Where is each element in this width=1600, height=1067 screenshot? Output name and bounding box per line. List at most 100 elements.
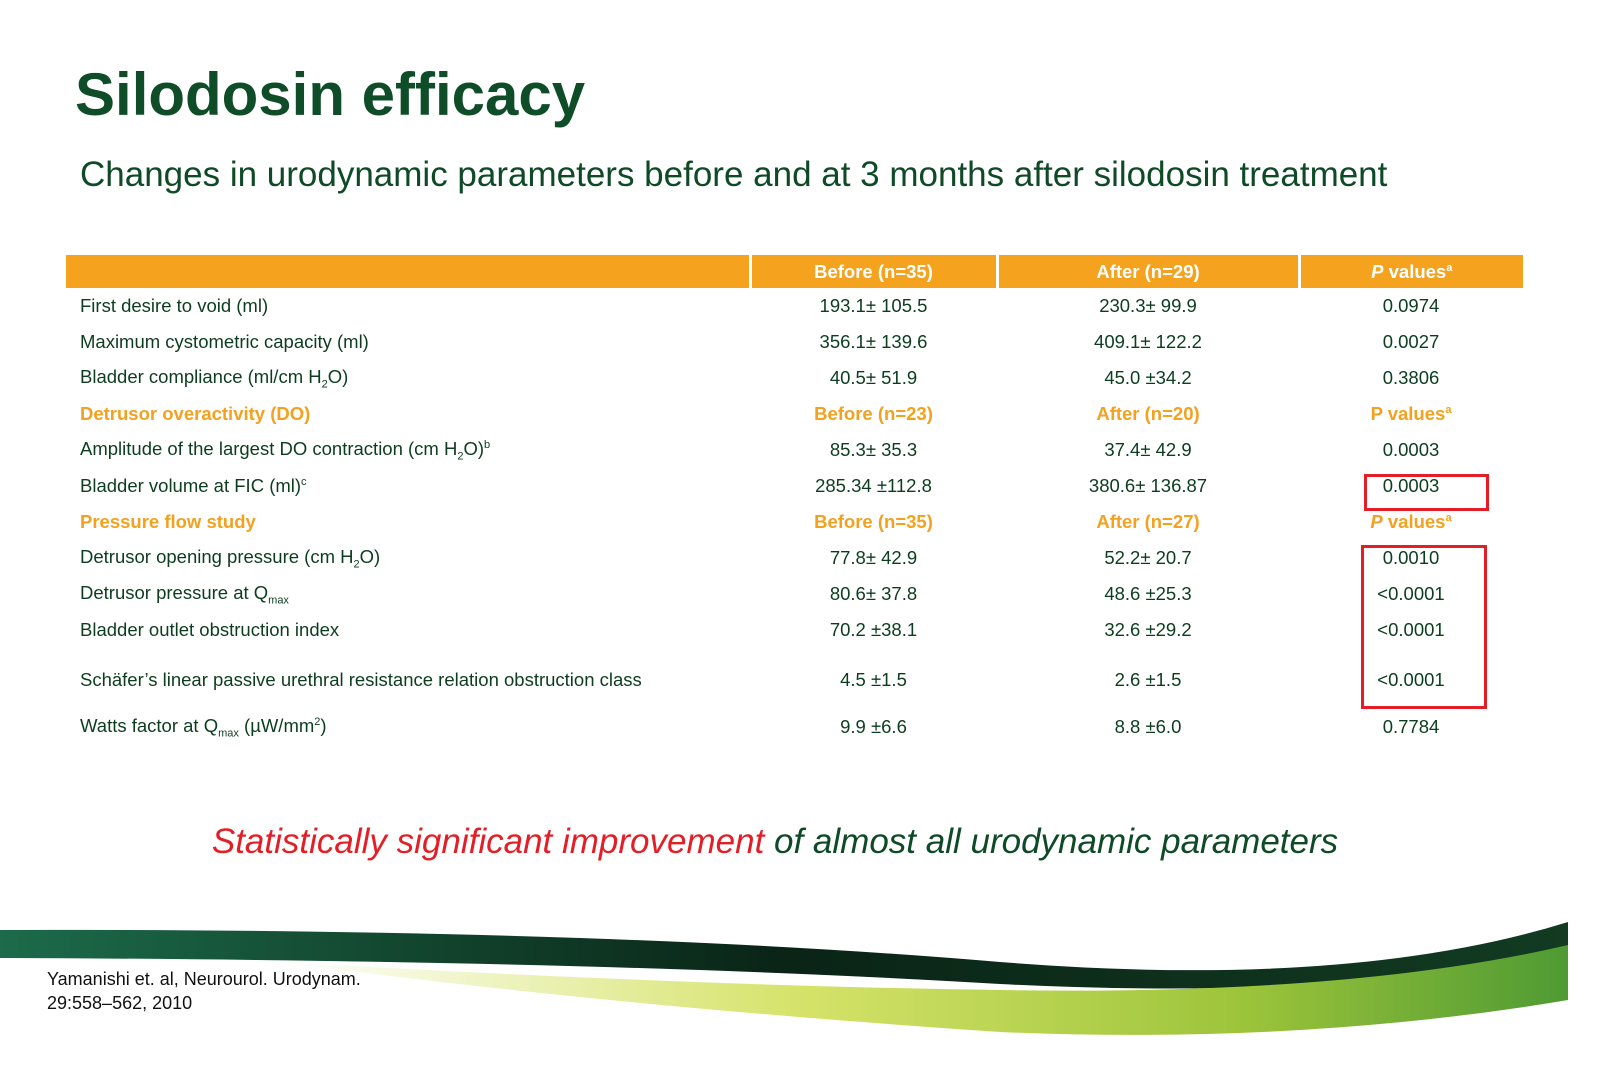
table-cell: 0.3806: [1382, 367, 1440, 388]
table-cell: 48.6 ±25.3: [1104, 583, 1192, 604]
text-part: values: [1383, 260, 1447, 282]
subscript: max: [218, 727, 239, 740]
table-cell: 0.7784: [1382, 716, 1440, 737]
text-part: Amplitude of the largest DO contraction …: [80, 437, 458, 459]
header-cell: After (n=29): [995, 255, 1299, 288]
table-row: First desire to void (ml) 193.1± 105.5 230…: [66, 288, 1523, 324]
text-part: Bladder compliance (ml/cm H: [80, 365, 322, 387]
subtitle: Changes in urodynamic parameters before …: [80, 155, 1388, 194]
text-part: (µW/mm: [238, 714, 315, 736]
subscript: 2: [457, 450, 464, 463]
table-row: Bladder compliance (ml/cm H2O) 40.5± 51.9…: [66, 360, 1523, 396]
table-cell: P valuesa: [1299, 504, 1523, 540]
conclusion-text: of almost all urodynamic parameters: [764, 822, 1339, 861]
highlight-box: [1364, 474, 1489, 511]
table-cell: 409.1± 122.2: [1094, 331, 1202, 352]
highlight-box: [1361, 545, 1487, 709]
table-cell: 32.6 ±29.2: [1104, 619, 1192, 640]
subscript: max: [268, 594, 289, 607]
table-cell: 0.0027: [1382, 331, 1440, 352]
superscript: 2: [314, 715, 321, 728]
table-cell: 285.34 ±112.8: [815, 475, 932, 496]
conclusion-emphasis: Statistically significant improvement: [211, 822, 765, 861]
table-cell: Detrusor opening pressure (cm H2O): [66, 540, 750, 576]
table-body: First desire to void (ml) 193.1± 105.5 230…: [66, 288, 1523, 742]
superscript: a: [1445, 403, 1452, 416]
table-cell: 8.8 ±6.0: [1114, 716, 1182, 737]
table-row: Detrusor overactivity (DO) Before (n=23) A…: [66, 396, 1523, 432]
table-cell: Detrusor pressure at Qmax: [66, 576, 750, 612]
table-header: Before (n=35) After (n=29) P valuesa: [66, 255, 1523, 288]
table-cell: 77.8± 42.9: [829, 547, 918, 568]
table-cell: Pressure flow study: [80, 511, 256, 532]
table-cell: 230.3± 99.9: [1099, 295, 1197, 316]
table-cell: Detrusor overactivity (DO): [80, 403, 311, 424]
table-row: Maximum cystometric capacity (ml) 356.1± …: [66, 324, 1523, 360]
superscript: a: [1446, 261, 1453, 274]
table-cell: After (n=20): [1096, 403, 1200, 424]
table-cell: 0.0974: [1382, 295, 1440, 316]
text-part: O): [463, 437, 485, 459]
text-part: P values: [1370, 403, 1446, 424]
table-row: Watts factor at Qmax (µW/mm2) 9.9 ±6.6 8.8…: [66, 712, 1523, 742]
table-cell: 9.9 ±6.6: [840, 716, 907, 737]
superscript: c: [301, 475, 307, 488]
table-row: Schäfer’s linear passive urethral resist…: [66, 648, 1523, 712]
table-row: Pressure flow study Before (n=35) After (n…: [66, 504, 1523, 540]
table-cell: Before (n=35): [814, 511, 933, 532]
table-cell: 40.5± 51.9: [829, 367, 918, 388]
table-cell: 2.6 ±1.5: [1114, 669, 1182, 690]
table-cell: Bladder volume at FIC (ml)c: [66, 468, 750, 504]
table-cell: First desire to void (ml): [80, 295, 269, 316]
table-cell: 70.2 ±38.1: [829, 619, 918, 640]
text-part: O): [359, 545, 381, 567]
table-row: Bladder volume at FIC (ml)c 285.34 ±112.8…: [66, 468, 1523, 504]
table-row: Amplitude of the largest DO contraction …: [66, 432, 1523, 468]
table-cell: After (n=27): [1096, 511, 1200, 532]
wave-shape: [280, 945, 1568, 1035]
reference: Yamanishi et. al, Neurourol. Urodynam. 29…: [47, 967, 361, 1015]
table-cell: <0.0001: [1377, 619, 1445, 640]
slide-title: Silodosin efficacy: [75, 61, 586, 128]
table-cell: Amplitude of the largest DO contraction …: [66, 432, 750, 468]
text-part: Detrusor pressure at Q: [80, 581, 269, 603]
table-cell: P valuesa: [1299, 396, 1523, 432]
header-cell: [66, 255, 750, 288]
table-cell: 52.2± 20.7: [1104, 547, 1192, 568]
text-part: ): [320, 714, 327, 736]
table-row: Before (n=35) After (n=29) P valuesa: [66, 255, 1523, 288]
table-cell: 80.6± 37.8: [829, 583, 918, 604]
table-cell: 0.0010: [1382, 547, 1440, 568]
table-cell: 85.3± 35.3: [829, 439, 918, 460]
decorative-wave: [0, 922, 1568, 1035]
table-row: Bladder outlet obstruction index 70.2 ±38…: [66, 612, 1523, 648]
text-part: Detrusor opening pressure (cm H: [80, 545, 354, 567]
text-part: O): [327, 365, 349, 387]
table-cell: 356.1± 139.6: [819, 331, 928, 352]
italic-text: P: [1371, 260, 1384, 282]
table-cell: 193.1± 105.5: [819, 295, 928, 316]
conclusion: Statistically significant improvement of…: [0, 822, 1550, 862]
table-cell: <0.0001: [1377, 669, 1445, 690]
superscript: a: [1445, 511, 1452, 524]
table-cell: 37.4± 42.9: [1104, 439, 1192, 460]
reference-line: 29:558–562, 2010: [47, 993, 193, 1013]
table-cell: 0.0003: [1382, 475, 1440, 496]
table-cell: Bladder compliance (ml/cm H2O): [66, 360, 750, 396]
table-cell: 0.0003: [1382, 439, 1440, 460]
table-cell: 380.6± 136.87: [1088, 475, 1208, 496]
text-part: Bladder volume at FIC (ml): [80, 475, 302, 496]
table-cell: <0.0001: [1377, 583, 1445, 604]
superscript: b: [484, 438, 491, 451]
table-cell: Schäfer’s linear passive urethral resist…: [80, 669, 642, 690]
header-cell: Before (n=35): [748, 255, 997, 288]
table-cell: 45.0 ±34.2: [1104, 367, 1192, 388]
table-cell: Maximum cystometric capacity (ml): [80, 331, 369, 352]
header-cell: P valuesa: [1297, 255, 1523, 288]
table-cell: Watts factor at Qmax (µW/mm2): [66, 712, 750, 742]
reference-line: Yamanishi et. al, Neurourol. Urodynam.: [47, 969, 361, 989]
text-part: Watts factor at Q: [80, 714, 219, 736]
table-cell: 4.5 ±1.5: [840, 669, 907, 690]
